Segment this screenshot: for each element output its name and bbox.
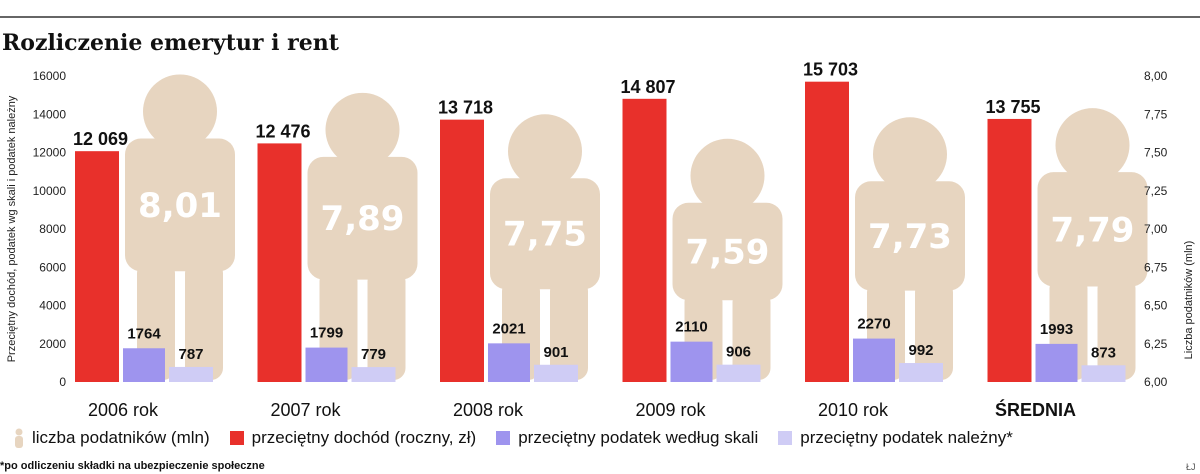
value-label-tax-scale: 2021: [492, 320, 525, 337]
taxpayer-count-label: 7,73: [868, 217, 952, 257]
legend-label-income: przeciętny dochód (roczny, zł): [251, 428, 477, 447]
legend-swatch-tax-scale: [496, 431, 511, 445]
bar-tax-due: [716, 364, 761, 382]
bar-income: [75, 151, 119, 382]
y-tick-left: 14000: [33, 107, 67, 121]
y-tick-left: 2000: [39, 337, 66, 351]
axes: 16000 14000 12000 10000 8000 6000 4000 2000 0 8,0…: [6, 69, 1195, 420]
bar-tax-due: [169, 366, 213, 382]
x-tick-label: 2008 rok: [453, 400, 524, 420]
bar-tax-scale: [488, 343, 530, 382]
value-label-tax-due: 779: [361, 346, 386, 363]
x-tick-label: ŚREDNIA: [995, 399, 1076, 420]
person-icon: [15, 428, 23, 448]
bar-income: [440, 119, 484, 382]
legend-item-taxpayers: liczba podatników (mln): [14, 428, 210, 448]
value-label-tax-due: 901: [543, 344, 568, 361]
value-label-tax-scale: 2110: [675, 319, 708, 336]
bar-tax-scale: [1035, 343, 1078, 382]
legend-label-tax-scale: przeciętny podatek według skali: [518, 428, 759, 447]
y-tick-left: 16000: [33, 69, 67, 83]
taxpayer-count-label: 8,01: [138, 186, 222, 226]
legend-label-tax-due: przeciętny podatek należny*: [800, 428, 1013, 447]
chart-title: Rozliczenie emerytur i rent: [2, 30, 339, 56]
y-tick-left: 4000: [39, 299, 66, 313]
legend: liczba podatników (mln) przeciętny dochó…: [14, 428, 1013, 448]
legend-swatch-income: [229, 431, 244, 445]
value-label-income: 15 703: [803, 60, 858, 80]
y-tick-right: 6,50: [1144, 299, 1168, 313]
legend-item-income: przeciętny dochód (roczny, zł): [229, 428, 477, 448]
bar-income: [805, 81, 849, 383]
y-tick-right: 8,00: [1144, 69, 1168, 83]
legend-label-taxpayers: liczba podatników (mln): [32, 428, 210, 447]
taxpayer-count-label: 7,59: [686, 232, 770, 272]
bar-tax-due: [351, 367, 396, 382]
bar-income: [987, 118, 1032, 383]
taxpayer-figure: [125, 74, 235, 380]
y-tick-left: 10000: [33, 184, 67, 198]
bar-income: [257, 143, 302, 382]
y-tick-right: 7,00: [1144, 222, 1168, 236]
bar-tax-due: [534, 364, 578, 382]
x-tick-label: 2007 rok: [270, 400, 341, 420]
taxpayer-figures: [125, 74, 1148, 380]
value-label-income: 12 069: [73, 129, 128, 149]
y-tick-left: 8000: [39, 222, 66, 236]
value-label-tax-scale: 1799: [310, 325, 343, 342]
taxpayer-count-label: 7,75: [503, 215, 587, 255]
y-tick-right: 6,25: [1144, 337, 1168, 351]
y-tick-right: 7,25: [1144, 184, 1168, 198]
y-axis-title-left: Przeciętny dochód, podatek wg skali i po…: [6, 95, 18, 362]
x-tick-label: 2009 rok: [635, 400, 706, 420]
value-label-income: 13 718: [438, 98, 493, 118]
bar-tax-scale: [853, 338, 895, 382]
bar-tax-due: [1081, 365, 1126, 382]
bar-tax-scale: [305, 347, 348, 382]
taxpayer-figure: [490, 114, 600, 380]
legend-item-tax-due: przeciętny podatek należny*: [778, 428, 1013, 448]
value-label-tax-due: 873: [1091, 344, 1116, 361]
bar-tax-due: [899, 363, 943, 382]
y-tick-right: 7,50: [1144, 146, 1168, 160]
taxpayer-figure: [855, 117, 965, 380]
bar-tax-scale: [670, 341, 713, 382]
x-tick-label: 2010 rok: [818, 400, 889, 420]
taxpayer-figure: [307, 92, 418, 380]
value-label-tax-due: 906: [726, 344, 751, 361]
value-label-tax-due: 787: [178, 346, 203, 363]
y-tick-right: 7,75: [1144, 107, 1168, 121]
value-label-tax-due: 992: [908, 342, 933, 359]
value-label-income: 12 476: [256, 121, 311, 141]
legend-swatch-tax-due: [778, 431, 793, 445]
bar-tax-scale: [123, 348, 165, 382]
x-tick-label: 2006 rok: [88, 400, 159, 420]
value-label-income: 13 755: [986, 97, 1041, 117]
bars: [75, 81, 1126, 383]
taxpayer-count-label: 7,79: [1051, 210, 1135, 250]
corner-mark: ŁJ: [1186, 462, 1196, 472]
taxpayer-figure: [672, 138, 783, 380]
y-axis-title-right: Liczba podatników (mln): [1183, 241, 1195, 360]
y-tick-right: 6,75: [1144, 260, 1168, 274]
y-tick-right: 6,00: [1144, 375, 1168, 389]
value-label-tax-scale: 1764: [127, 325, 161, 342]
value-label-tax-scale: 2270: [857, 316, 890, 333]
taxpayer-count-label: 7,89: [321, 199, 405, 239]
value-label-income: 14 807: [621, 77, 676, 97]
y-tick-left: 0: [59, 375, 66, 389]
value-label-tax-scale: 1993: [1040, 321, 1073, 338]
footnote: *po odliczeniu składki na ubezpieczenie …: [0, 460, 265, 472]
y-tick-left: 6000: [39, 260, 66, 274]
legend-item-tax-scale: przeciętny podatek według skali: [496, 428, 758, 448]
bar-income: [622, 98, 667, 382]
data-labels: 8,01 12 069 1764 787 7,89 12 476 1799 779 7,75 13…: [73, 60, 1134, 363]
top-rule: [0, 16, 1200, 18]
y-tick-left: 12000: [33, 146, 67, 160]
